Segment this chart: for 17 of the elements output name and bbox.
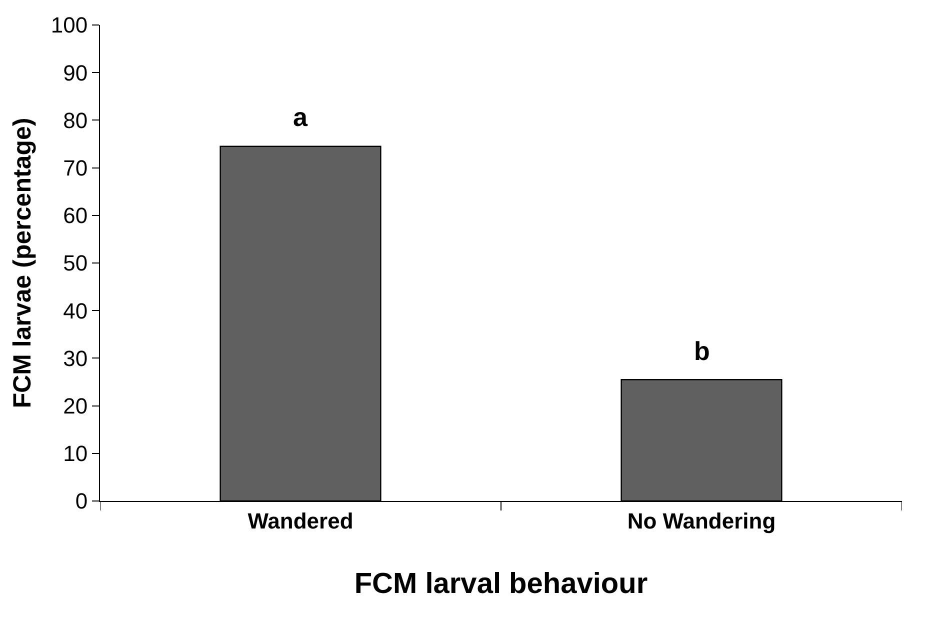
y-tick-label: 80	[63, 108, 88, 133]
y-tick-label: 10	[63, 441, 88, 466]
x-tick-label: No Wandering	[627, 508, 776, 534]
y-tick-label: 30	[63, 346, 88, 371]
y-tick-label: 70	[63, 156, 88, 180]
y-tick-label: 60	[63, 203, 88, 228]
y-tick-label: 0	[75, 488, 88, 514]
y-tick-label: 20	[63, 394, 88, 418]
annotation: b	[694, 336, 710, 366]
y-tick-label: 50	[63, 250, 88, 276]
y-tick-label: 100	[50, 12, 88, 38]
y-tick-label: 90	[63, 60, 88, 86]
annotation: a	[293, 102, 308, 132]
x-tick-label: Wandered	[248, 508, 354, 534]
x-axis-title: FCM larval behaviour	[354, 568, 648, 600]
y-axis-title: FCM larvae (percentage)	[8, 118, 37, 408]
y-tick-label: 40	[63, 298, 88, 324]
